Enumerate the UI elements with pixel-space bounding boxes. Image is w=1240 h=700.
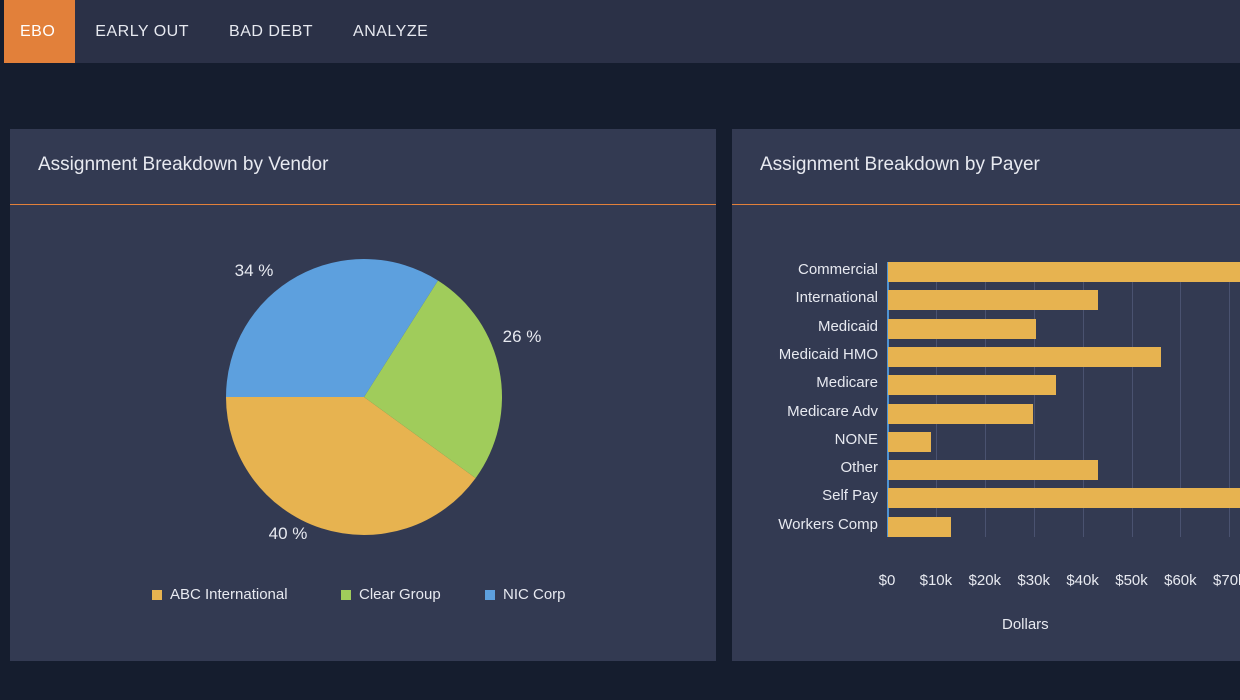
svg-text:34 %: 34 % [235,261,274,280]
svg-text:40 %: 40 % [269,524,308,543]
svg-text:26 %: 26 % [503,327,542,346]
